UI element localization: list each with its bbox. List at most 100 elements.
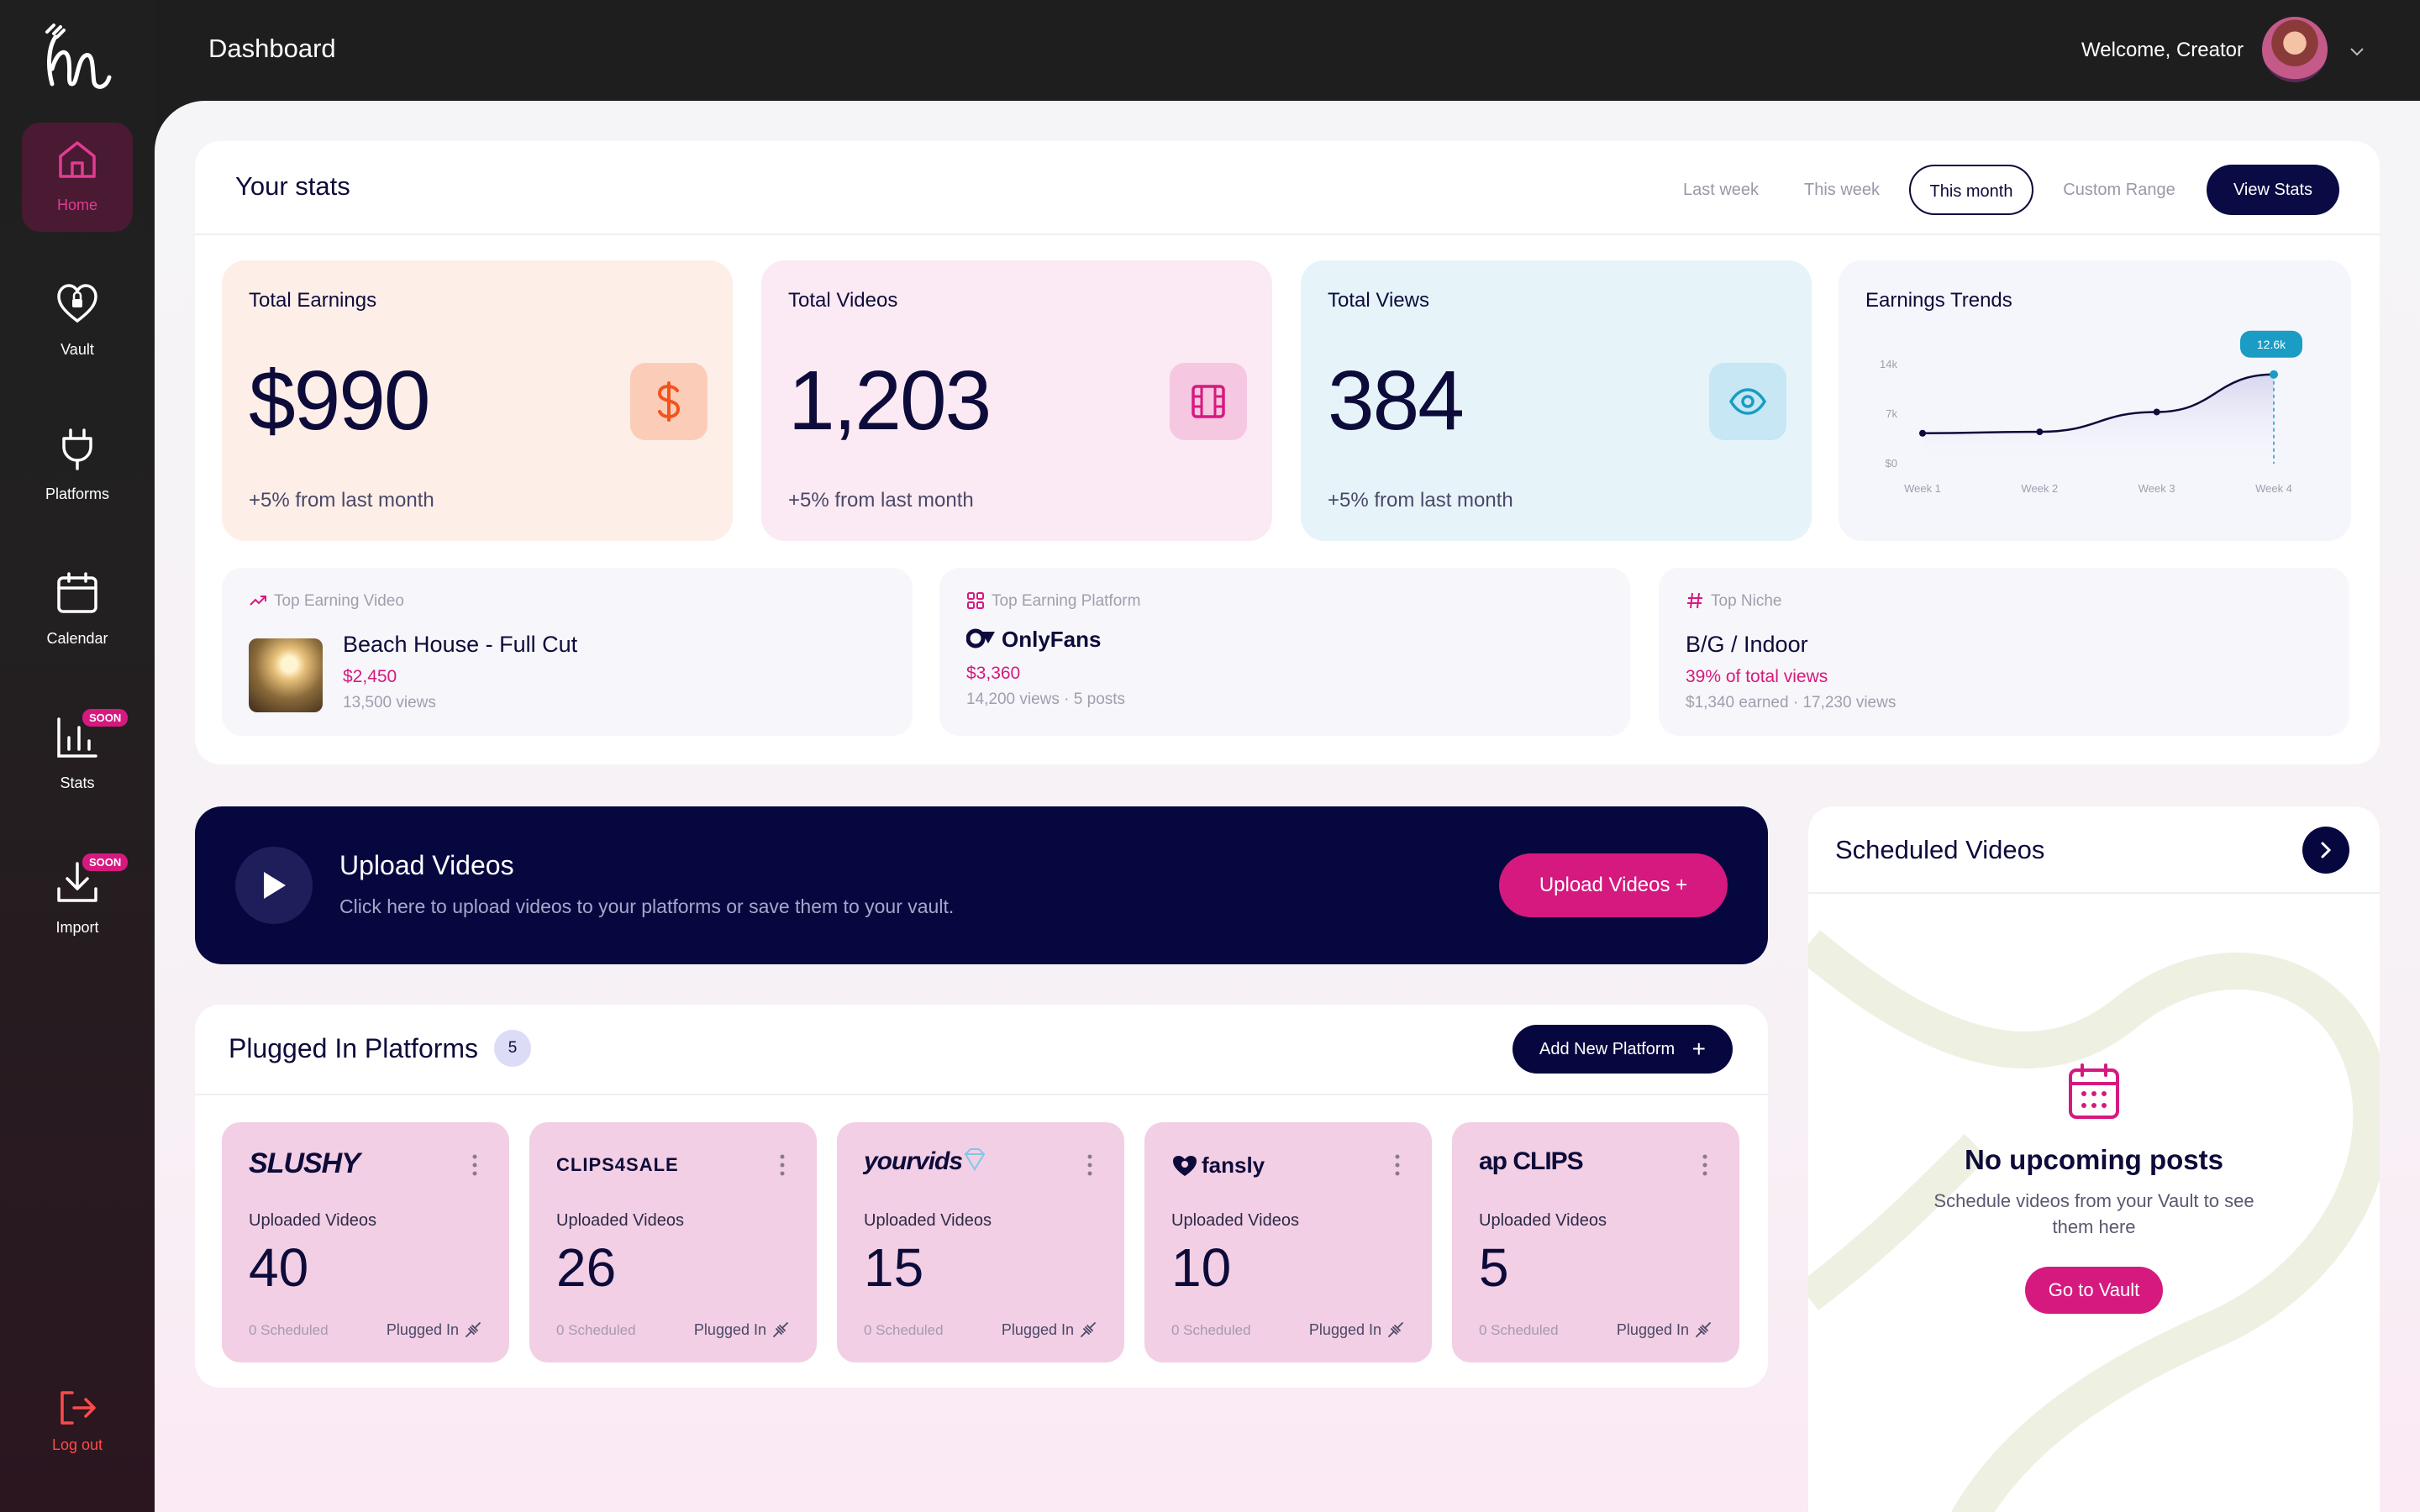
platform-tile-apclips[interactable]: ap CLIPS Uploaded Videos 5 0 Scheduled P… [1452, 1122, 1739, 1362]
platform-logo: CLIPS4SALE [556, 1154, 679, 1175]
logout-button[interactable]: Log out [22, 1378, 133, 1462]
uploaded-label: Uploaded Videos [556, 1211, 684, 1230]
hl-sub: 13,500 views [343, 694, 436, 711]
trend-point [2036, 428, 2044, 436]
scheduled-count: 0 Scheduled [864, 1322, 944, 1338]
uploaded-count: 10 [1171, 1237, 1232, 1298]
play-icon [264, 872, 286, 899]
platforms-title: Plugged In Platforms [229, 1033, 479, 1063]
x-tick-label: Week 1 [1904, 482, 1941, 495]
scheduled-open-button[interactable] [2302, 827, 2349, 874]
range-custom[interactable]: Custom Range [2063, 181, 2175, 199]
trending-up-icon [250, 596, 266, 606]
sidebar-item-import[interactable]: SOON Import [22, 845, 133, 954]
upload-videos-button[interactable]: Upload Videos + [1499, 853, 1728, 917]
go-to-vault-button[interactable]: Go to Vault [2025, 1267, 2163, 1314]
y-tick-label: $0 [1886, 457, 1897, 470]
sidebar-item-calendar[interactable]: Calendar [22, 556, 133, 665]
sidebar-item-platforms[interactable]: Platforms [22, 412, 133, 521]
plugged-status: Plugged In [387, 1320, 482, 1339]
eye-icon [1709, 363, 1786, 440]
video-thumbnail [249, 638, 323, 712]
avatar[interactable] [2262, 17, 2328, 82]
background-swirl [1808, 930, 2380, 1512]
platform-tile-fansly[interactable]: fansly Uploaded Videos 10 0 Scheduled Pl… [1144, 1122, 1432, 1362]
platform-brand-name: yourvids [864, 1147, 963, 1175]
plug-connected-icon [1696, 1322, 1711, 1337]
uploaded-label: Uploaded Videos [1479, 1211, 1607, 1230]
x-tick-label: Week 3 [2139, 482, 2175, 495]
metric-title: Total Views [1328, 289, 1429, 312]
plug-icon [62, 428, 92, 470]
scheduled-title: Scheduled Videos [1835, 835, 2045, 864]
platform-logo: SLUSHY [249, 1147, 360, 1179]
platform-tile-yourvids[interactable]: yourvids Uploaded Videos 15 0 Scheduled … [837, 1122, 1124, 1362]
range-this-week[interactable]: This week [1803, 181, 1881, 199]
main-content: Your stats Last week This week This mont… [155, 101, 2420, 1512]
hl-name: B/G / Indoor [1686, 632, 1808, 657]
plugged-label: Plugged In [1001, 1321, 1074, 1338]
scheduled-count: 0 Scheduled [1171, 1322, 1251, 1338]
sidebar-item-stats[interactable]: SOON Stats [22, 701, 133, 810]
plug-connected-icon [466, 1322, 481, 1337]
sidebar-item-label: Home [56, 197, 97, 213]
soon-badge: SOON [82, 709, 129, 727]
play-button[interactable] [235, 847, 313, 924]
plugged-label: Plugged In [1616, 1321, 1689, 1338]
top-bar: Dashboard Welcome, Creator [155, 0, 2420, 101]
range-last-week[interactable]: Last week [1682, 181, 1760, 199]
divider [195, 234, 2380, 235]
diamond-icon [964, 1148, 986, 1171]
top-earning-platform[interactable]: Top Earning Platform OnlyFans $3,360 14,… [939, 568, 1630, 736]
metric-sub: +5% from last month [788, 489, 974, 512]
upload-banner[interactable]: Upload Videos Click here to upload video… [195, 806, 1768, 964]
sidebar: Home Vault Platforms Calendar SOON Stats… [0, 0, 155, 1512]
more-vertical-icon[interactable] [1393, 1152, 1402, 1178]
hl-head-label: Top Earning Platform [992, 592, 1141, 610]
range-this-month[interactable]: This month [1909, 165, 2033, 215]
chevron-down-icon[interactable] [2348, 42, 2366, 60]
view-stats-button[interactable]: View Stats [2207, 165, 2339, 215]
logout-label: Log out [51, 1436, 103, 1453]
more-vertical-icon[interactable] [1701, 1152, 1709, 1178]
scheduled-count: 0 Scheduled [249, 1322, 329, 1338]
more-vertical-icon[interactable] [1086, 1152, 1094, 1178]
download-icon [57, 862, 97, 902]
divider [1808, 892, 2380, 894]
plugged-label: Plugged In [693, 1321, 766, 1338]
trend-tooltip-label: 12.6k [2257, 338, 2286, 351]
hl-head: Top Earning Video [249, 591, 404, 611]
more-vertical-icon[interactable] [471, 1152, 479, 1178]
plug-connected-icon [1081, 1322, 1096, 1337]
plug-connected-icon [773, 1322, 788, 1337]
sidebar-item-vault[interactable]: Vault [22, 267, 133, 376]
app-logo[interactable] [42, 22, 114, 94]
add-platform-button[interactable]: Add New Platform + [1512, 1025, 1733, 1074]
metric-sub: +5% from last month [1328, 489, 1513, 512]
bar-chart-icon [57, 717, 97, 758]
grid-icon [967, 592, 984, 609]
upload-subtitle: Click here to upload videos to your plat… [339, 895, 955, 917]
platform-tile-clips4sale[interactable]: CLIPS4SALE Uploaded Videos 26 0 Schedule… [529, 1122, 817, 1362]
plugged-label: Plugged In [386, 1321, 459, 1338]
plugged-status: Plugged In [694, 1320, 790, 1339]
top-niche[interactable]: Top Niche B/G / Indoor 39% of total view… [1659, 568, 2349, 736]
y-tick-label: 14k [1880, 358, 1897, 370]
platform-tile-slushy[interactable]: SLUSHY Uploaded Videos 40 0 Scheduled Pl… [222, 1122, 509, 1362]
hl-head: Top Earning Platform [966, 591, 1140, 611]
more-vertical-icon[interactable] [778, 1152, 786, 1178]
hl-head-label: Top Niche [1711, 592, 1782, 610]
hl-amount: $3,360 [966, 664, 1021, 683]
y-tick-label: 7k [1886, 407, 1897, 420]
calendar-icon [57, 572, 97, 613]
sidebar-item-home[interactable]: Home [22, 123, 133, 232]
top-earning-video[interactable]: Top Earning Video Beach House - Full Cut… [222, 568, 913, 736]
metric-title: Total Videos [788, 289, 898, 312]
hl-head: Top Niche [1686, 591, 1782, 611]
page-title: Dashboard [208, 34, 336, 63]
chevron-right-icon [2321, 842, 2332, 858]
trend-point [2153, 408, 2160, 416]
heart-lock-icon [57, 284, 97, 323]
hl-head-label: Top Earning Video [274, 592, 404, 610]
empty-subtitle: Schedule videos from your Vault to see t… [1933, 1190, 2254, 1237]
